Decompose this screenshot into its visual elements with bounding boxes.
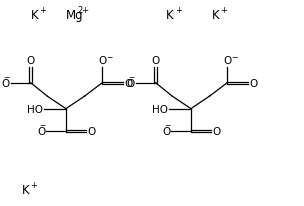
Text: O: O bbox=[87, 127, 95, 137]
Text: O: O bbox=[126, 78, 135, 88]
Text: O: O bbox=[98, 56, 106, 66]
Text: −: − bbox=[4, 73, 10, 81]
Text: 2+: 2+ bbox=[78, 6, 90, 15]
Text: −: − bbox=[129, 73, 135, 81]
Text: O: O bbox=[26, 56, 35, 66]
Text: −: − bbox=[164, 121, 170, 130]
Text: +: + bbox=[40, 6, 46, 15]
Text: O: O bbox=[37, 127, 45, 137]
Text: O: O bbox=[124, 78, 133, 88]
Text: O: O bbox=[249, 78, 258, 88]
Text: O: O bbox=[2, 78, 10, 88]
Text: HO: HO bbox=[27, 104, 43, 114]
Text: K: K bbox=[166, 9, 174, 22]
Text: K: K bbox=[212, 9, 219, 22]
Text: O: O bbox=[151, 56, 160, 66]
Text: +: + bbox=[31, 180, 37, 189]
Text: Mg: Mg bbox=[66, 9, 84, 22]
Text: −: − bbox=[39, 121, 45, 130]
Text: −: − bbox=[231, 53, 238, 62]
Text: O: O bbox=[223, 56, 231, 66]
Text: HO: HO bbox=[152, 104, 168, 114]
Text: O: O bbox=[162, 127, 170, 137]
Text: +: + bbox=[175, 6, 181, 15]
Text: K: K bbox=[22, 184, 29, 197]
Text: +: + bbox=[220, 6, 227, 15]
Text: K: K bbox=[31, 9, 38, 22]
Text: −: − bbox=[106, 53, 113, 62]
Text: O: O bbox=[212, 127, 220, 137]
